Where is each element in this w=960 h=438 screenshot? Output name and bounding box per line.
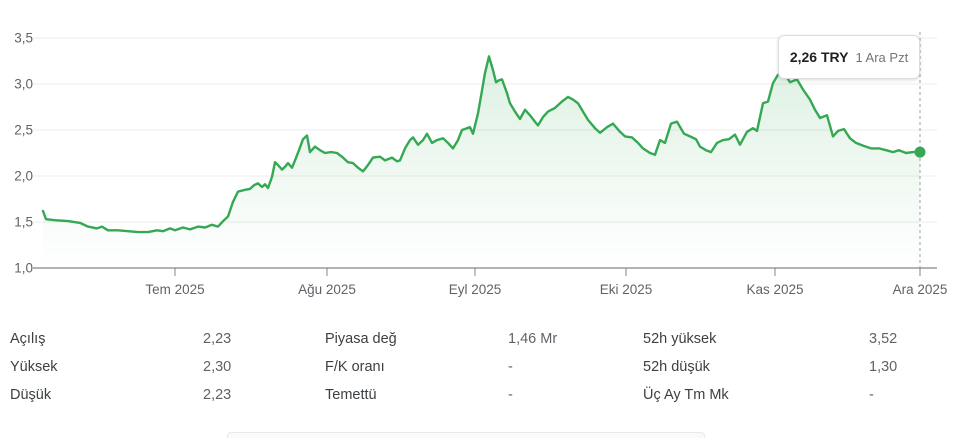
latest-price-marker	[914, 146, 926, 158]
stat-dusuk: Düşük 2,23	[10, 381, 310, 409]
stat-value: 2,23	[203, 387, 232, 403]
bottom-panel-edge	[227, 432, 705, 438]
key-stats-table: Açılış 2,23 Yüksek 2,30 Düşük 2,23 Piyas…	[0, 325, 960, 415]
stat-label: Temettü	[325, 387, 377, 403]
stat-value: 2,30	[203, 359, 232, 375]
stat-label: Üç Ay Tm Mk	[643, 387, 729, 403]
stat-value: 1,30	[869, 359, 898, 375]
y-axis-label: 2,5	[14, 123, 33, 138]
stat-acilis: Açılış 2,23	[10, 325, 310, 353]
y-axis-label: 1,0	[14, 261, 33, 276]
stat-value: 3,52	[869, 331, 898, 347]
stat-52h-yuksek: 52h yüksek 3,52	[643, 325, 943, 353]
stat-value: 1,46 Mr	[508, 331, 558, 347]
price-chart[interactable]: 3,5 3,0 2,5 2,0 1,5 1,0 Tem 2025 Ağu 2025 Eyl 20…	[0, 0, 960, 310]
y-axis-label: 1,5	[14, 215, 33, 230]
x-axis-label: Eyl 2025	[449, 282, 502, 297]
stat-uc-ay-tm-mk: Üç Ay Tm Mk -	[643, 381, 943, 409]
stat-label: 52h düşük	[643, 359, 710, 375]
y-axis-label: 3,0	[14, 77, 33, 92]
stat-52h-dusuk: 52h düşük 1,30	[643, 353, 943, 381]
stat-value: 2,23	[203, 331, 232, 347]
x-axis-label: Ağu 2025	[298, 282, 356, 297]
stat-label: Yüksek	[10, 359, 58, 375]
price-area-fill	[43, 56, 920, 269]
y-axis-label: 3,5	[14, 31, 33, 46]
x-axis-label: Tem 2025	[145, 282, 204, 297]
tooltip-price: 2,26 TRY	[789, 49, 849, 65]
stat-label: Piyasa değ	[325, 331, 397, 347]
stat-label: Açılış	[10, 331, 46, 347]
stats-column-1: Açılış 2,23 Yüksek 2,30 Düşük 2,23	[10, 325, 310, 409]
stat-label: 52h yüksek	[643, 331, 717, 347]
price-tooltip: 2,26 TRY 1 Ara Pzt	[778, 35, 920, 79]
x-axis-label: Ara 2025	[893, 282, 948, 297]
stat-label: Düşük	[10, 387, 52, 403]
y-axis-label: 2,0	[14, 169, 33, 184]
stats-column-2: Piyasa değ 1,46 Mr F/K oranı - Temettü -	[325, 325, 625, 409]
stat-fk-orani: F/K oranı -	[325, 353, 625, 381]
stat-value: -	[508, 359, 513, 375]
stat-value: -	[869, 387, 874, 403]
tooltip-date: 1 Ara Pzt	[855, 49, 909, 65]
stat-piyasa-deg: Piyasa değ 1,46 Mr	[325, 325, 625, 353]
stat-yuksek: Yüksek 2,30	[10, 353, 310, 381]
x-axis-label: Kas 2025	[746, 282, 803, 297]
stats-column-3: 52h yüksek 3,52 52h düşük 1,30 Üç Ay Tm …	[643, 325, 943, 409]
stat-value: -	[508, 387, 513, 403]
stat-temettu: Temettü -	[325, 381, 625, 409]
price-line	[41, 55, 922, 234]
stat-label: F/K oranı	[325, 359, 385, 375]
x-axis-label: Eki 2025	[600, 282, 653, 297]
